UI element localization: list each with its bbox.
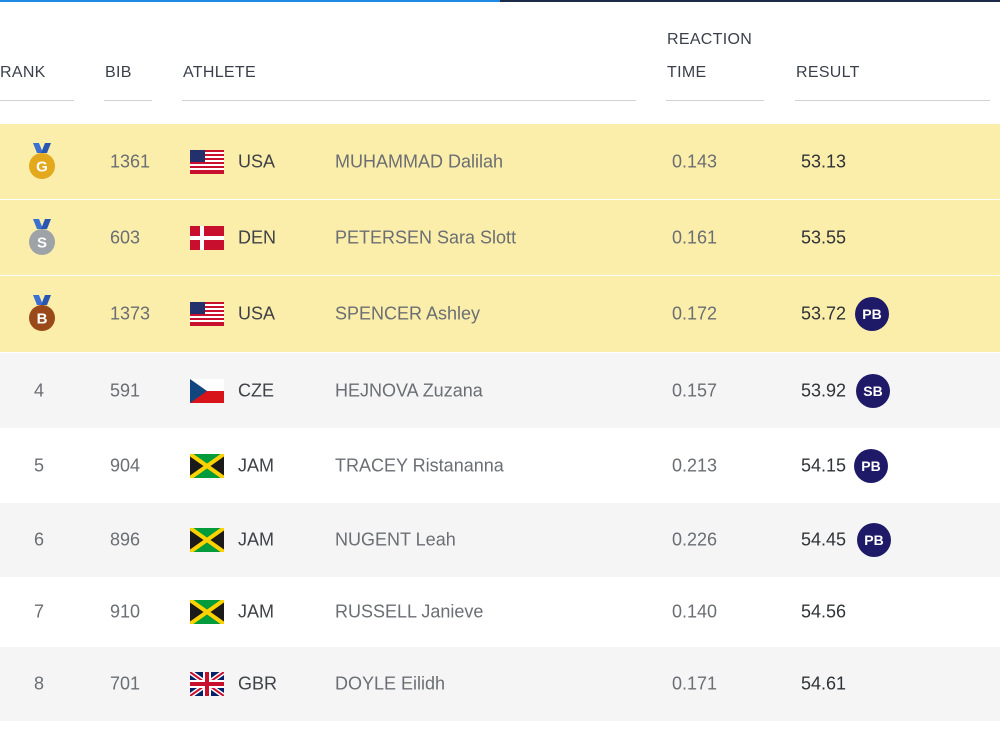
athlete-name-link[interactable]: HEJNOVA Zuzana [335, 380, 483, 400]
header-underline-result [795, 100, 990, 101]
reaction-time-value: 0.213 [672, 455, 718, 475]
header-underline-rank [0, 100, 74, 101]
header-reaction-line1[interactable]: REACTION [667, 31, 753, 48]
athlete-name-link[interactable]: DOYLE Eilidh [335, 673, 446, 694]
rank-value: 6 [34, 529, 45, 550]
nationality-code: DEN [238, 227, 277, 247]
cze-flag-icon [190, 379, 224, 403]
athlete-name-link[interactable]: NUGENT Leah [335, 529, 456, 550]
bib-value: 1361 [110, 151, 151, 171]
table-row[interactable]: 6 896 JAM NUGENT Leah 0.226 54.45 PB [0, 503, 1000, 577]
reaction-time-value: 0.171 [672, 673, 718, 694]
table-row[interactable]: S 603 DEN PETERSEN Sara Slott 0.161 53.55 [0, 200, 1000, 275]
header-reaction-line2[interactable]: TIME [667, 64, 707, 81]
result-value: 53.72 [801, 303, 847, 324]
jam-flag-icon [190, 528, 224, 552]
result-value: 54.56 [801, 601, 847, 622]
top-progress-bar [0, 0, 1000, 2]
bib-value: 904 [110, 455, 141, 475]
sb-badge: SB [856, 373, 890, 408]
reaction-time-value: 0.161 [672, 227, 718, 247]
medal-letter: S [37, 234, 47, 251]
bib-value: 910 [110, 601, 141, 622]
table-row[interactable]: G 1361 USA MUHAMMAD Dalilah 0.143 53.13 [0, 124, 1000, 199]
nationality-code: JAM [238, 601, 274, 622]
top-progress-accent [0, 0, 500, 2]
den-flag-icon [190, 226, 224, 250]
pb-badge: PB [854, 448, 888, 483]
header-bib[interactable]: BIB [105, 64, 132, 81]
athlete-name-link[interactable]: RUSSELL Janieve [335, 601, 484, 622]
reaction-time-value: 0.140 [672, 601, 718, 622]
header-underline-athlete [182, 100, 636, 101]
gbr-flag-icon [190, 672, 224, 696]
result-value: 53.92 [801, 380, 847, 400]
header-underline-reaction [666, 100, 764, 101]
result-value: 54.45 [801, 529, 847, 550]
nationality-code: CZE [238, 380, 274, 400]
medal-letter: B [37, 311, 48, 328]
bib-value: 896 [110, 529, 141, 550]
bronze-medal-icon: B [29, 295, 55, 331]
gold-medal-icon: G [29, 142, 55, 179]
usa-flag-icon [190, 302, 224, 326]
nationality-code: JAM [238, 455, 274, 475]
result-value: 53.13 [801, 151, 847, 171]
jam-flag-icon [190, 600, 224, 624]
silver-medal-icon: S [29, 218, 55, 255]
rank-value: 7 [34, 601, 45, 622]
jam-flag-icon [190, 454, 224, 478]
bib-value: 1373 [110, 303, 151, 324]
athlete-name-link[interactable]: SPENCER Ashley [335, 303, 481, 324]
bib-value: 701 [110, 673, 141, 694]
result-value: 53.55 [801, 227, 847, 247]
reaction-time-value: 0.143 [672, 151, 718, 171]
reaction-time-value: 0.172 [672, 303, 718, 324]
header-underline-bib [104, 100, 152, 101]
table-row[interactable]: 7 910 JAM RUSSELL Janieve 0.140 54.56 [0, 578, 1000, 646]
table-row[interactable]: B 1373 USA SPENCER Ashley 0.172 53.72 PB [0, 276, 1000, 352]
athlete-name-link[interactable]: TRACEY Ristananna [335, 455, 504, 475]
nationality-code: JAM [238, 529, 274, 550]
table-row[interactable]: 4 591 CZE HEJNOVA Zuzana 0.157 53.92 SB [0, 353, 1000, 428]
result-value: 54.61 [801, 673, 847, 694]
table-row[interactable]: 5 904 JAM TRACEY Ristananna 0.213 54.15 PB [0, 429, 1000, 502]
header-athlete[interactable]: ATHLETE [183, 64, 256, 81]
nationality-code: USA [238, 303, 276, 324]
rank-value: 5 [34, 455, 45, 475]
pb-badge: PB [857, 523, 891, 557]
table-row[interactable]: 8 701 GBR DOYLE Eilidh 0.171 54.61 [0, 647, 1000, 721]
header-result[interactable]: RESULT [796, 64, 860, 81]
usa-flag-icon [190, 150, 224, 174]
reaction-time-value: 0.226 [672, 529, 718, 550]
bib-value: 603 [110, 227, 141, 247]
athlete-name-link[interactable]: MUHAMMAD Dalilah [335, 151, 504, 171]
rank-value: 8 [34, 673, 45, 694]
rank-value: 4 [34, 380, 45, 400]
nationality-code: USA [238, 151, 276, 171]
bib-value: 591 [110, 380, 141, 400]
header-rank[interactable]: RANK [0, 64, 46, 81]
result-value: 54.15 [801, 455, 847, 475]
athlete-name-link[interactable]: PETERSEN Sara Slott [335, 227, 517, 247]
pb-badge: PB [855, 297, 889, 331]
reaction-time-value: 0.157 [672, 380, 718, 400]
nationality-code: GBR [238, 673, 278, 694]
medal-letter: G [36, 158, 48, 175]
